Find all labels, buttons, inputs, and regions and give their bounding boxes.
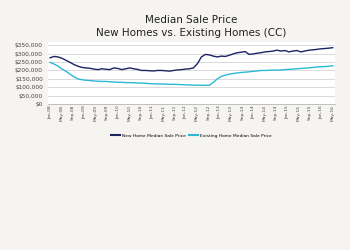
Existing Home Median Sale Price [88,79,92,82]
New Home Median Sale Price [211,54,215,58]
Title: Median Sale Price
New Homes vs. Existing Homes (CC): Median Sale Price New Homes vs. Existing… [96,15,287,38]
New Home Median Sale Price [231,52,235,56]
New Home Median Sale Price [243,50,247,53]
Line: Existing Home Median Sale Price: Existing Home Median Sale Price [50,62,333,85]
Legend: New Home Median Sale Price, Existing Home Median Sale Price: New Home Median Sale Price, Existing Hom… [110,132,273,140]
Existing Home Median Sale Price [144,82,148,85]
Existing Home Median Sale Price [211,81,215,84]
New Home Median Sale Price [48,56,52,59]
Existing Home Median Sale Price [331,64,335,67]
New Home Median Sale Price [167,70,172,73]
Existing Home Median Sale Price [199,84,203,87]
New Home Median Sale Price [331,46,335,49]
New Home Median Sale Price [116,67,120,70]
New Home Median Sale Price [144,69,148,72]
Existing Home Median Sale Price [48,61,52,64]
Existing Home Median Sale Price [243,71,247,74]
Line: New Home Median Sale Price: New Home Median Sale Price [50,48,333,71]
Existing Home Median Sale Price [231,72,235,75]
New Home Median Sale Price [88,67,92,70]
Existing Home Median Sale Price [116,81,120,84]
